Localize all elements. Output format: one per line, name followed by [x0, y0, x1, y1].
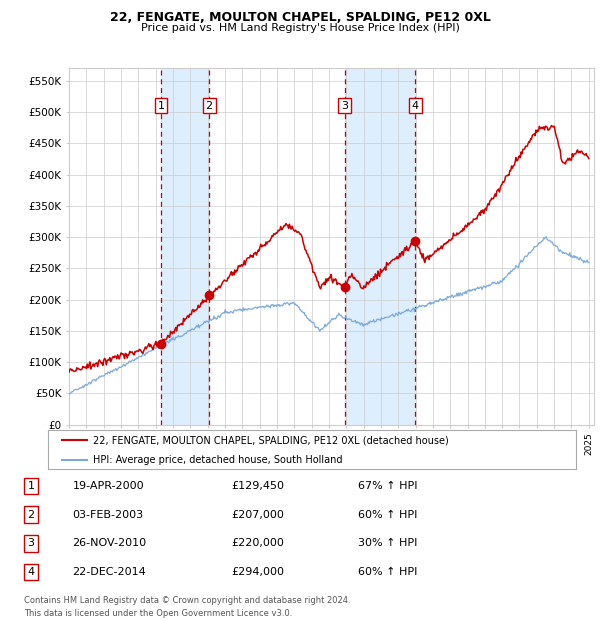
Text: 30% ↑ HPI: 30% ↑ HPI: [358, 538, 417, 549]
Text: Price paid vs. HM Land Registry's House Price Index (HPI): Price paid vs. HM Land Registry's House …: [140, 23, 460, 33]
Text: 26-NOV-2010: 26-NOV-2010: [73, 538, 146, 549]
Bar: [161, 68, 209, 425]
Text: 2: 2: [206, 100, 213, 110]
Text: HPI: Average price, detached house, South Holland: HPI: Average price, detached house, Sout…: [93, 454, 343, 464]
Text: Contains HM Land Registry data © Crown copyright and database right 2024.: Contains HM Land Registry data © Crown c…: [24, 596, 350, 606]
Text: This data is licensed under the Open Government Licence v3.0.: This data is licensed under the Open Gov…: [24, 609, 292, 618]
Text: £220,000: £220,000: [231, 538, 284, 549]
Text: 22, FENGATE, MOULTON CHAPEL, SPALDING, PE12 0XL: 22, FENGATE, MOULTON CHAPEL, SPALDING, P…: [110, 11, 490, 24]
Text: £207,000: £207,000: [231, 510, 284, 520]
Text: 3: 3: [341, 100, 348, 110]
Text: 1: 1: [157, 100, 164, 110]
Text: 3: 3: [28, 538, 35, 549]
Text: 22-DEC-2014: 22-DEC-2014: [73, 567, 146, 577]
Text: 60% ↑ HPI: 60% ↑ HPI: [358, 567, 417, 577]
Text: 2: 2: [28, 510, 35, 520]
Text: 22, FENGATE, MOULTON CHAPEL, SPALDING, PE12 0XL (detached house): 22, FENGATE, MOULTON CHAPEL, SPALDING, P…: [93, 435, 449, 445]
Text: 4: 4: [28, 567, 35, 577]
Text: £129,450: £129,450: [231, 481, 284, 491]
Text: 03-FEB-2003: 03-FEB-2003: [73, 510, 143, 520]
Text: 67% ↑ HPI: 67% ↑ HPI: [358, 481, 417, 491]
Text: £294,000: £294,000: [231, 567, 284, 577]
Text: 4: 4: [412, 100, 419, 110]
Text: 60% ↑ HPI: 60% ↑ HPI: [358, 510, 417, 520]
Text: 19-APR-2000: 19-APR-2000: [73, 481, 144, 491]
Text: 1: 1: [28, 481, 35, 491]
Bar: [344, 68, 415, 425]
